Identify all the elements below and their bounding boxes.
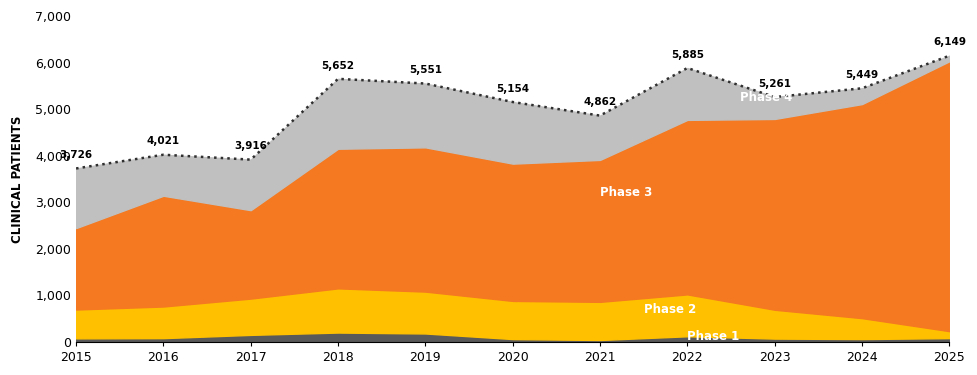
Text: 3,726: 3,726 (60, 150, 93, 160)
Text: Phase 3: Phase 3 (600, 186, 653, 200)
Text: Phase 1: Phase 1 (688, 330, 740, 343)
Text: 5,154: 5,154 (496, 84, 530, 94)
Text: 5,652: 5,652 (321, 60, 355, 70)
Text: Phase 4: Phase 4 (740, 91, 792, 104)
Text: Phase 2: Phase 2 (644, 303, 696, 316)
Text: 4,021: 4,021 (147, 136, 180, 146)
Text: 5,449: 5,449 (845, 70, 878, 80)
Text: 3,916: 3,916 (234, 141, 267, 151)
Text: 6,149: 6,149 (933, 38, 966, 47)
Text: 5,885: 5,885 (671, 50, 703, 60)
Text: 5,551: 5,551 (409, 65, 442, 75)
Text: 4,862: 4,862 (583, 97, 616, 107)
Y-axis label: CLINICAL PATIENTS: CLINICAL PATIENTS (11, 115, 24, 243)
Text: 5,261: 5,261 (758, 79, 791, 89)
